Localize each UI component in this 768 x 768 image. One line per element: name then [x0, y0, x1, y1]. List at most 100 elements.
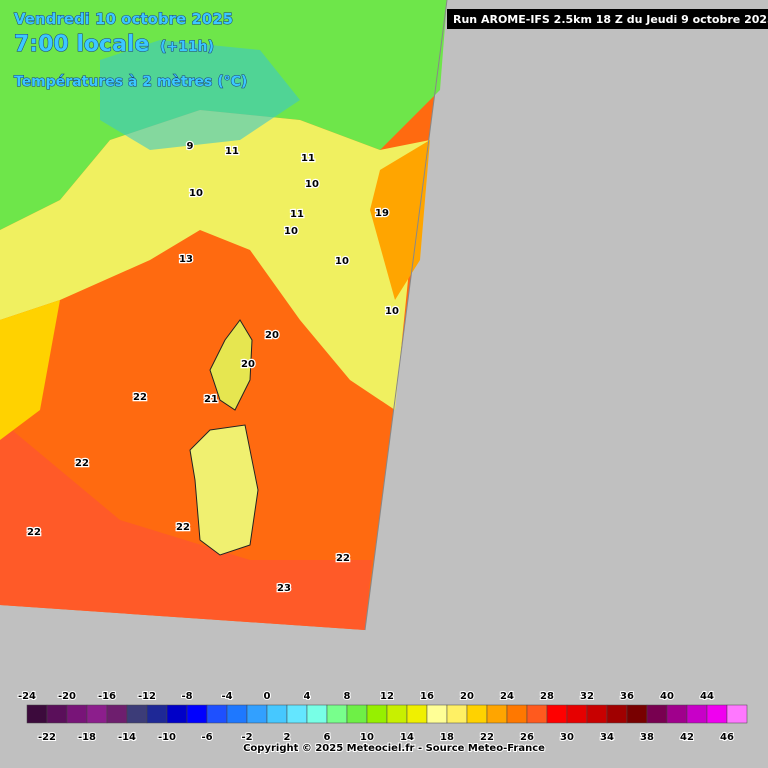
- legend-swatch: [526, 704, 548, 724]
- legend-swatch: [226, 704, 248, 724]
- legend-label: 6: [324, 732, 331, 743]
- map-label: 19: [375, 208, 389, 219]
- legend-label: 8: [344, 691, 351, 702]
- corsica: [209, 319, 253, 411]
- date: Vendredi 10 octobre 2025: [14, 10, 233, 28]
- legend: -24-22-20-18-16-14-12-10-8-6-4-202468101…: [17, 690, 748, 744]
- legend-swatch: [26, 704, 48, 724]
- lead: (+11h): [160, 39, 214, 55]
- legend-label: -12: [138, 691, 156, 702]
- legend-swatch: [426, 704, 448, 724]
- legend-label: 20: [460, 691, 474, 702]
- map-label: 10: [284, 226, 298, 237]
- lowland: [0, 110, 430, 410]
- legend-label: 44: [700, 691, 714, 702]
- legend-swatch: [106, 704, 128, 724]
- map-label: 22: [27, 527, 41, 538]
- warm-sea: [0, 420, 372, 630]
- legend-swatch: [286, 704, 308, 724]
- map-label: 20: [265, 330, 279, 341]
- legend-label: 0: [264, 691, 271, 702]
- legend-swatch: [306, 704, 328, 724]
- map-label: 22: [133, 392, 147, 403]
- run: Run AROME-IFS 2.5km 18 Z du Jeudi 9 octo…: [453, 13, 768, 26]
- legend-swatch: [146, 704, 168, 724]
- legend-label: 38: [640, 732, 654, 743]
- domain-edge: [364, 0, 448, 631]
- legend-swatch: [346, 704, 368, 724]
- map-label: 10: [189, 188, 203, 199]
- legend-swatch: [646, 704, 668, 724]
- map-label: 22: [176, 522, 190, 533]
- legend-label: -24: [18, 691, 36, 702]
- map-label: 11: [301, 153, 315, 164]
- legend-swatch: [706, 704, 728, 724]
- legend-label: -16: [98, 691, 116, 702]
- legend-swatch: [666, 704, 688, 724]
- legend-swatch: [606, 704, 628, 724]
- legend-label: 12: [380, 691, 394, 702]
- legend-swatch: [366, 704, 388, 724]
- sardinia: [189, 424, 259, 556]
- adriatic: [370, 140, 430, 300]
- map-label: 11: [290, 209, 304, 220]
- legend-label: 18: [440, 732, 454, 743]
- legend-label: 32: [580, 691, 594, 702]
- legend-label: 24: [500, 691, 514, 702]
- legend-label: -22: [38, 732, 56, 743]
- legend-label: 4: [304, 691, 311, 702]
- legend-label: 16: [420, 691, 434, 702]
- legend-label: -2: [241, 732, 252, 743]
- legend-label: -8: [181, 691, 192, 702]
- legend-swatch: [46, 704, 68, 724]
- time: 7:00 locale: [14, 32, 149, 57]
- legend-swatch: [626, 704, 648, 724]
- legend-label: 34: [600, 732, 614, 743]
- legend-label: 2: [284, 732, 291, 743]
- legend-swatch: [466, 704, 488, 724]
- map-label: 10: [305, 179, 319, 190]
- variable: Températures à 2 mètres (°C): [14, 74, 247, 90]
- map-label: 23: [277, 583, 291, 594]
- legend-label: 42: [680, 732, 694, 743]
- legend-swatch: [506, 704, 528, 724]
- map-label: 11: [225, 146, 239, 157]
- legend-swatch: [586, 704, 608, 724]
- legend-swatch: [546, 704, 568, 724]
- map-label: 20: [241, 359, 255, 370]
- legend-swatch: [686, 704, 708, 724]
- legend-label: -20: [58, 691, 76, 702]
- legend-swatch: [326, 704, 348, 724]
- west-land: [0, 300, 60, 440]
- legend-swatch: [486, 704, 508, 724]
- legend-swatch: [566, 704, 588, 724]
- legend-swatch: [246, 704, 268, 724]
- map-label: 9: [187, 141, 194, 152]
- legend-label: -18: [78, 732, 96, 743]
- legend-swatch: [446, 704, 468, 724]
- legend-label: 36: [620, 691, 634, 702]
- run-box: [447, 9, 768, 29]
- legend-label: -4: [221, 691, 232, 702]
- legend-label: 40: [660, 691, 674, 702]
- high-alps: [100, 40, 300, 150]
- map-label: 22: [336, 553, 350, 564]
- legend-label: 10: [360, 732, 374, 743]
- legend-label: -6: [201, 732, 212, 743]
- legend-swatch: [186, 704, 208, 724]
- map-labels: 22 22 22 22 22 23 21 20 20 19 10 10 11 1…: [26, 140, 400, 596]
- legend-swatch: [266, 704, 288, 724]
- map-label: 10: [385, 306, 399, 317]
- legend-label: 28: [540, 691, 554, 702]
- map-label: 21: [204, 394, 218, 405]
- map-label: 10: [335, 256, 349, 267]
- legend-swatch: [726, 704, 748, 724]
- legend-label: 22: [480, 732, 494, 743]
- legend-swatch: [386, 704, 408, 724]
- legend-label: 26: [520, 732, 534, 743]
- legend-swatch: [86, 704, 108, 724]
- legend-swatch: [166, 704, 188, 724]
- map-label: 13: [179, 254, 193, 265]
- legend-label: 14: [400, 732, 414, 743]
